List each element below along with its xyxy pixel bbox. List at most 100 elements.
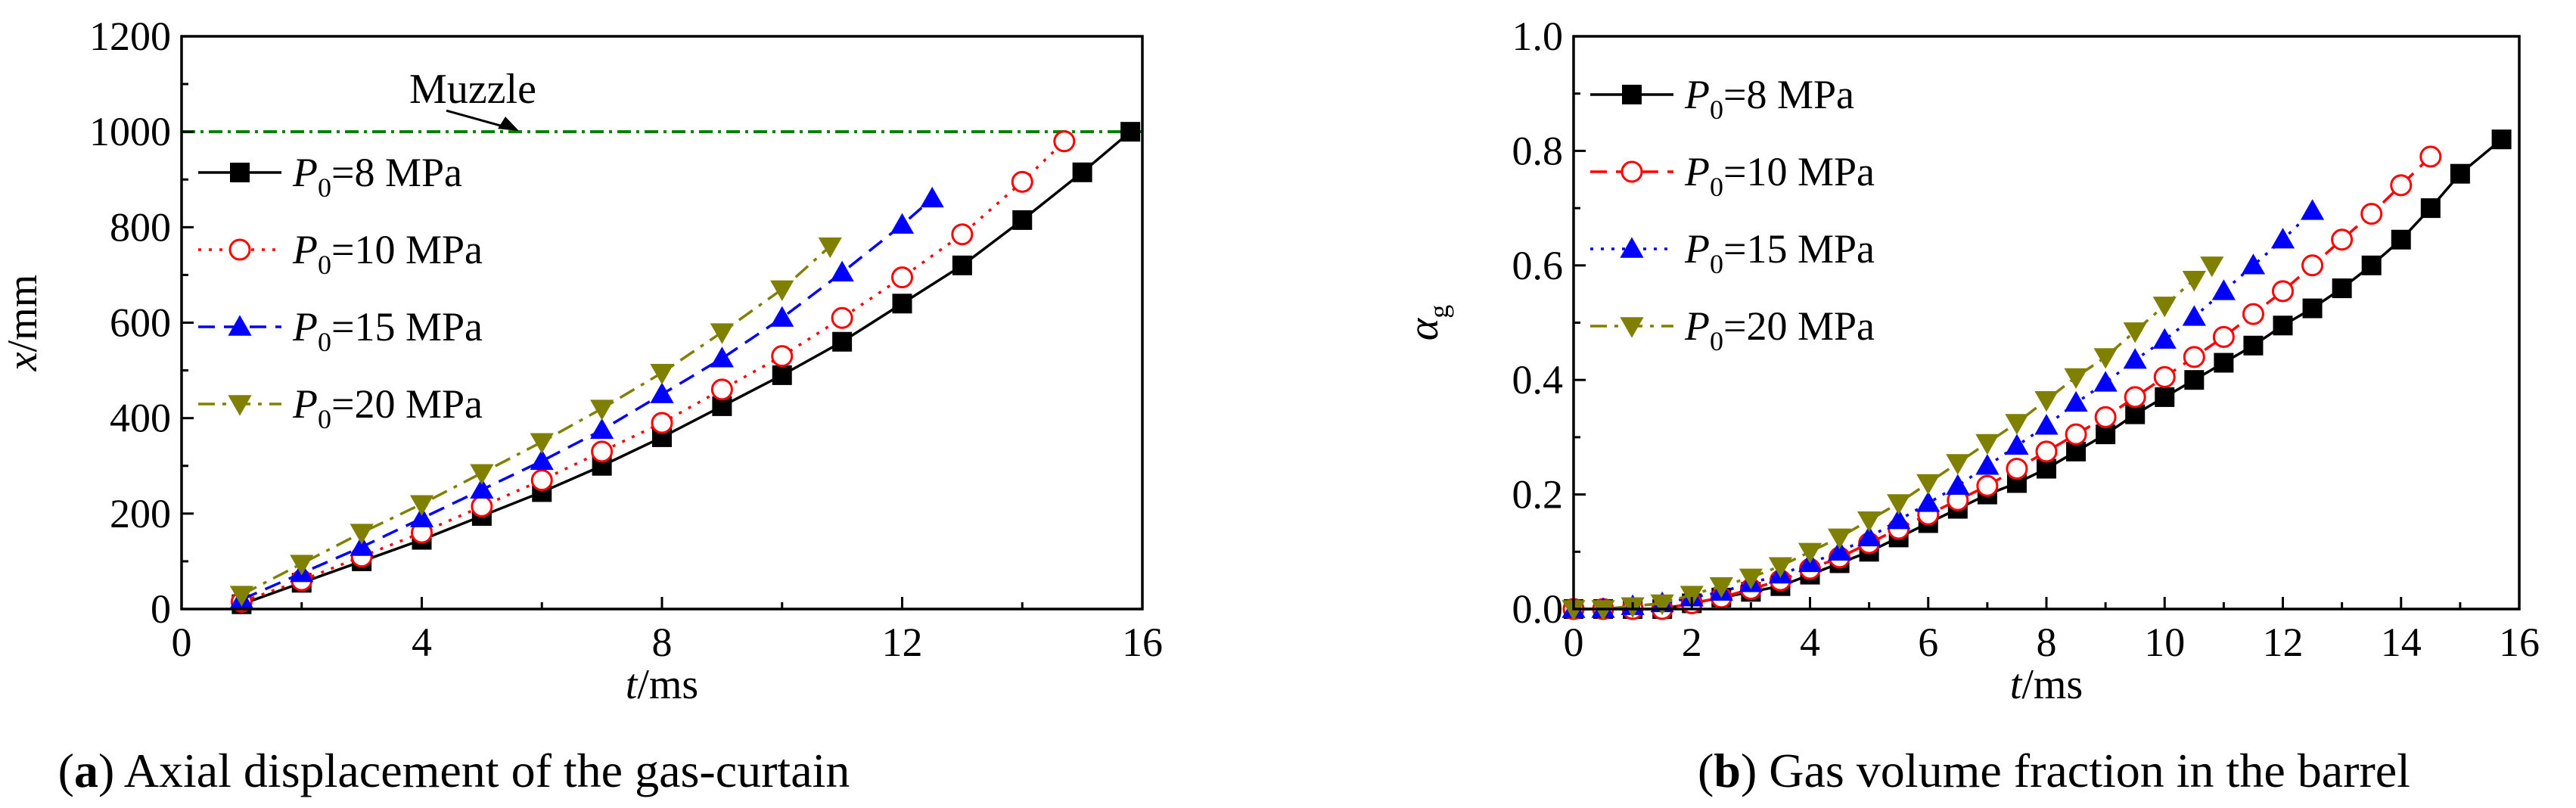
series-a-2-point [710, 347, 734, 368]
series-b-0-point [2155, 387, 2175, 407]
caption-a-text: Axial displacement of the gas-curtain [124, 744, 850, 797]
series-b-2-point [1887, 508, 1911, 530]
series-b-2-point [2182, 305, 2206, 326]
y-tick-label-b: 0.6 [1512, 243, 1564, 288]
series-b-3-point [1739, 568, 1763, 589]
chart-gas-volume-fraction: 0 2 4 6 8 10 12 14 16 0.0 0.2 0.4 0.6 0.8 1.0 t/ms αg P0=… [1400, 14, 2540, 708]
series-a-1-point [530, 469, 553, 492]
series-b-1-point [2272, 280, 2294, 303]
x-tick-label-b: 6 [1918, 620, 1938, 665]
series-b-1-point [2006, 458, 2028, 480]
series-a-3-point [290, 555, 314, 576]
series-b-0-point [2243, 335, 2264, 356]
series-b-2-point [2064, 390, 2088, 412]
caption-a: (a) Axial displacement of the gas-curtai… [58, 744, 850, 797]
series-b-1-point [1976, 474, 1999, 497]
y-axis-label-a: x/mm [0, 275, 46, 372]
series-b-2-point [1946, 474, 1970, 495]
series-b-0-point [2420, 198, 2441, 219]
series-b-2-point [2211, 279, 2236, 300]
series-b-2-point [2300, 199, 2325, 220]
series-b-3-line [1574, 264, 2213, 611]
chart-axial-displacement: Muzzle 0 4 8 12 16 0 200 400 600 800 1000 1200 t/ms x/… [0, 14, 1163, 708]
series-b-1-point [2360, 203, 2383, 225]
x-tick-label-b: 10 [2144, 620, 2185, 665]
series-b-3-point [1709, 577, 1733, 598]
series-b-3-point [1857, 511, 1882, 533]
series-a-0-point [1072, 162, 1092, 182]
series-a-3-point [710, 323, 734, 344]
series-a-1-point [1053, 130, 1076, 153]
series-a-1-point [591, 440, 614, 463]
series-b-1-point [2390, 174, 2413, 197]
y-tick-label-b: 0.2 [1512, 472, 1564, 517]
legend-b-1-marker [1620, 160, 1643, 183]
y-tick-label-a: 400 [110, 396, 171, 441]
series-a-0-line [241, 130, 1132, 606]
series-a-1-point [951, 223, 974, 246]
series-a-1-point [831, 306, 853, 329]
caption-b-letter: b [1714, 744, 1741, 797]
series-a-1-point [891, 266, 913, 289]
legend-a-2-marker [228, 315, 252, 336]
series-a-3-point [590, 399, 614, 421]
series-b-3-point [1827, 528, 1852, 549]
series-a-3-point [530, 433, 554, 454]
series-a-1-point [710, 378, 733, 401]
x-tick-label-b: 16 [2499, 620, 2540, 665]
series-a-0-point [772, 365, 792, 385]
series-a-3-point [229, 586, 253, 607]
legend-b-1-label: P0=10 MPa [1684, 149, 1875, 202]
x-tick-label-b: 0 [1564, 620, 1584, 665]
series-a-1-point [771, 345, 794, 368]
series-b-2-point [1827, 539, 1852, 561]
series-a-2-point [920, 186, 944, 208]
series-b-2-point [2241, 253, 2266, 275]
legend-a-1-label: P0=10 MPa [292, 227, 483, 280]
series-b-0-point [2391, 229, 2411, 250]
series-b-1-point [2419, 145, 2442, 168]
series-b-3-point [2182, 271, 2206, 292]
series-b-0-point [2214, 353, 2234, 373]
series-a-2-point [530, 449, 554, 471]
series-b-1-point [2124, 386, 2146, 409]
y-tick-label-b: 0.0 [1512, 586, 1564, 632]
series-b-3-point [2093, 348, 2118, 369]
series-b-1-point [2212, 325, 2235, 348]
series-b-3-point [1975, 434, 2000, 455]
series-b-0-point [2450, 163, 2470, 184]
series-b-2-line [1574, 210, 2313, 611]
y-tick-label-b: 0.8 [1512, 128, 1564, 173]
series-a-0-point [952, 255, 972, 275]
legend-a-0-marker [230, 163, 250, 182]
legend-b-0-marker [1622, 85, 1642, 104]
y-tick-label-a: 200 [110, 491, 171, 536]
series-b-3-point [1591, 600, 1615, 621]
series-b-0-point [2332, 278, 2352, 299]
series-b-0-point [2361, 255, 2382, 275]
series-b-3-point [1680, 586, 1704, 607]
series-b-1-point [2242, 303, 2264, 325]
series-a-3-point [650, 364, 674, 385]
x-tick-label-a: 4 [412, 620, 432, 665]
x-tick-label-b: 8 [2037, 620, 2057, 665]
legend-b-2-label: P0=15 MPa [1684, 226, 1875, 279]
legend-b-3-marker [1620, 317, 1644, 338]
legend-a-3-marker [228, 395, 252, 416]
x-tick-label-b: 4 [1800, 620, 1820, 665]
series-a-3-point [818, 237, 842, 259]
y-tick-label-a: 0 [151, 586, 171, 632]
series-b-3-point [1650, 594, 1674, 616]
legend-a-3-label: P0=20 MPa [292, 381, 483, 434]
series-a-0-point [892, 294, 912, 314]
series-b-3-point [2123, 322, 2147, 343]
series-b-2-point [2123, 348, 2147, 369]
caption-b-text: Gas volume fraction in the barrel [1769, 744, 2410, 797]
x-tick-label-b: 2 [1682, 620, 1702, 665]
y-tick-label-a: 600 [110, 300, 171, 346]
legend-b-0-label: P0=8 MPa [1684, 72, 1854, 125]
series-b-3-point [1798, 542, 1822, 564]
series-b-1-point [2035, 440, 2058, 463]
series-b-3-point [2152, 297, 2177, 318]
